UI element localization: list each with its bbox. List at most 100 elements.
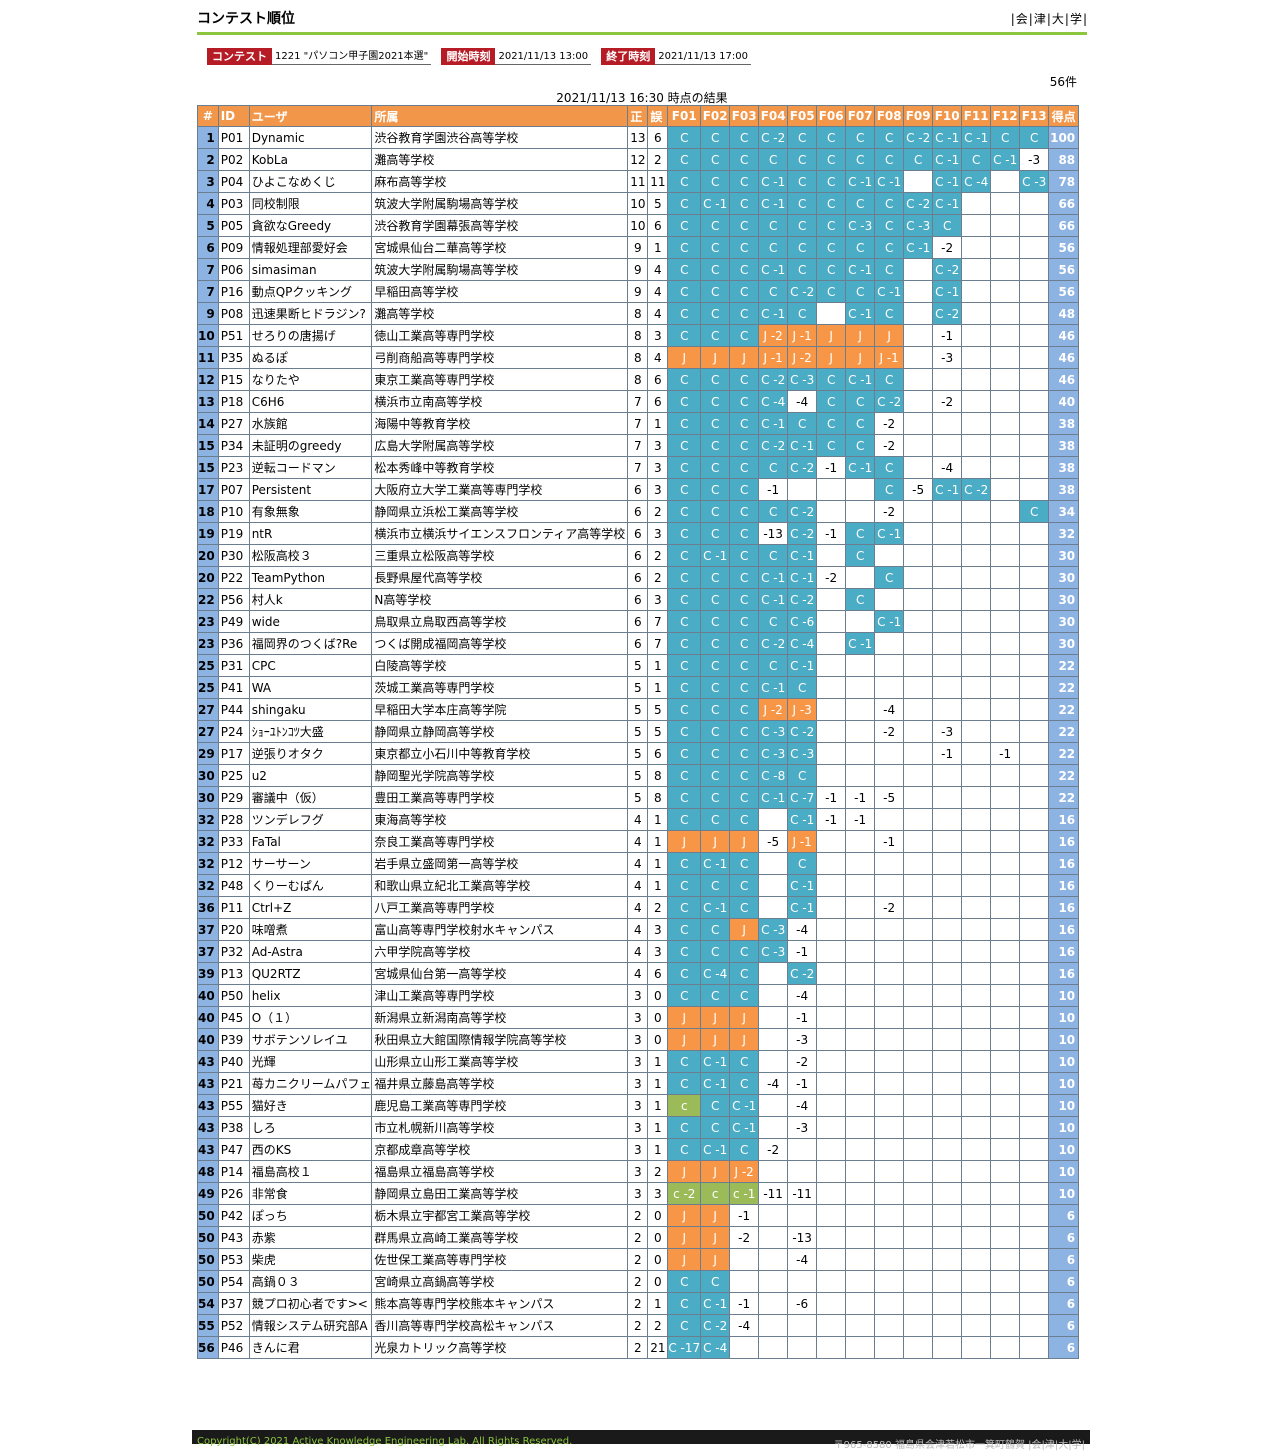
problem-f10-cell [932, 1226, 963, 1249]
problem-f08-cell: C [874, 214, 905, 237]
affiliation-cell: 三重県立松阪高等学校 [371, 544, 629, 567]
table-row: 9 P08 迅速果断ヒドラジン? 灘高等学校 8 4 C C C C -1 C C -1 C C -2 48 [197, 302, 1080, 325]
problem-f09-cell [903, 742, 934, 765]
problem-f09-cell: C -2 [903, 192, 934, 215]
affiliation-cell: 京都成章高等学校 [371, 1138, 629, 1161]
link-kai[interactable]: 会 [1015, 12, 1028, 26]
problem-f08-cell [874, 1094, 905, 1117]
correct-cell: 6 [627, 500, 649, 523]
link-tsu[interactable]: 津 [1033, 12, 1046, 26]
table-row: 6 P09 情報処理部愛好会 宮城県仙台二華高等学校 9 1 C C C C C C C C C -1 -2 5… [197, 236, 1080, 259]
problem-f11-cell [961, 1182, 992, 1205]
problem-f04-cell: J -2 [758, 324, 789, 347]
problem-f02-cell: C -4 [700, 1336, 731, 1359]
table-row: 32 P48 くりーむぱん 和歌山県立紀北工業高等学校 4 1 C C C C -1 16 [197, 874, 1080, 897]
id-cell: P35 [217, 346, 250, 369]
problem-f10-cell [932, 808, 963, 831]
problem-f12-cell [990, 676, 1021, 699]
points-cell: 56 [1048, 236, 1080, 259]
problem-f03-cell: C [729, 852, 760, 875]
wrong-cell: 3 [647, 918, 669, 941]
problem-f04-cell [758, 984, 789, 1007]
problem-f05-cell: C [787, 126, 818, 149]
problem-f13-cell [1019, 720, 1050, 743]
problem-f06-cell: C [816, 412, 847, 435]
affiliation-cell: 東京都立小石川中等教育学校 [371, 742, 629, 765]
problem-f08-cell [874, 1116, 905, 1139]
rank-cell: 5 [197, 214, 219, 237]
contest-info: コンテスト 1221 "パソコン甲子園2021本選" 開始時刻 2021/11/13… [207, 48, 758, 65]
id-cell: P27 [217, 412, 250, 435]
user-cell: Ad-Astra [248, 940, 373, 963]
problem-f13-cell [1019, 698, 1050, 721]
problem-f05-cell: C -3 [787, 742, 818, 765]
problem-f01-cell: C -17 [667, 1336, 702, 1359]
table-row: 14 P27 水族館 海陽中等教育学校 7 1 C C C C -1 C C C -2 38 [197, 412, 1080, 435]
wrong-cell: 0 [647, 1006, 669, 1029]
wrong-cell: 3 [647, 522, 669, 545]
correct-cell: 4 [627, 962, 649, 985]
link-gaku[interactable]: 学 [1069, 12, 1082, 26]
problem-f12-cell [990, 522, 1021, 545]
problem-f05-cell: -4 [787, 984, 818, 1007]
id-cell: P37 [217, 1292, 250, 1315]
id-cell: P51 [217, 324, 250, 347]
problem-f04-cell [758, 962, 789, 985]
problem-f06-cell: C [816, 126, 847, 149]
problem-f07-cell: C -1 [845, 302, 876, 325]
problem-f11-cell [961, 632, 992, 655]
affiliation-cell: 海陽中等教育学校 [371, 412, 629, 435]
problem-f06-cell: C [816, 148, 847, 171]
table-row: 7 P16 動点QPクッキング 早稲田高等学校 9 4 C C C C C -2 C C C -1 C -1… [197, 280, 1080, 303]
problem-f08-cell: C -2 [874, 390, 905, 413]
problem-f03-cell: C [729, 192, 760, 215]
problem-f01-cell: C [667, 1072, 702, 1095]
problem-f03-cell: C [729, 324, 760, 347]
problem-f09-cell [903, 1292, 934, 1315]
problem-f11-cell [961, 412, 992, 435]
header-f12: F12 [990, 105, 1021, 127]
id-cell: P28 [217, 808, 250, 831]
correct-cell: 4 [627, 808, 649, 831]
problem-f10-cell: -2 [932, 236, 963, 259]
problem-f10-cell [932, 984, 963, 1007]
problem-f07-cell [845, 1138, 876, 1161]
affiliation-cell: 白陵高等学校 [371, 654, 629, 677]
standings-table: # ID ユーザ 所属 正 誤 F01 F02 F03 F04 F05 F06 … [197, 105, 1080, 1359]
problem-f01-cell: C [667, 324, 702, 347]
wrong-cell: 3 [647, 478, 669, 501]
problem-f10-cell [932, 1138, 963, 1161]
problem-f08-cell: -2 [874, 720, 905, 743]
id-cell: P39 [217, 1028, 250, 1051]
problem-f05-cell [787, 1204, 818, 1227]
problem-f07-cell [845, 654, 876, 677]
problem-f09-cell [903, 1072, 934, 1095]
link-dai[interactable]: 大 [1051, 12, 1064, 26]
problem-f13-cell [1019, 1314, 1050, 1337]
problem-f03-cell: C [729, 368, 760, 391]
table-row: 1 P01 Dynamic 渋谷教育学園渋谷高等学校 13 6 C C C C -2 C C C C C -… [197, 126, 1080, 149]
problem-f12-cell [990, 1050, 1021, 1073]
affiliation-cell: 静岡県立島田工業高等学校 [371, 1182, 629, 1205]
wrong-cell: 2 [647, 148, 669, 171]
correct-cell: 2 [627, 1292, 649, 1315]
problem-f09-cell [903, 962, 934, 985]
problem-f09-cell [903, 456, 934, 479]
problem-f08-cell [874, 1028, 905, 1051]
problem-f08-cell: C [874, 478, 905, 501]
problem-f07-cell [845, 1028, 876, 1051]
problem-f11-cell [961, 368, 992, 391]
problem-f04-cell [758, 896, 789, 919]
problem-f01-cell: C [667, 786, 702, 809]
problem-f12-cell [990, 1314, 1021, 1337]
header-f01: F01 [667, 105, 702, 127]
user-cell: 松阪高校３ [248, 544, 373, 567]
wrong-cell: 6 [647, 214, 669, 237]
affiliation-cell: 福井県立藤島高等学校 [371, 1072, 629, 1095]
problem-f06-cell [816, 852, 847, 875]
problem-f13-cell [1019, 940, 1050, 963]
problem-f09-cell [903, 368, 934, 391]
wrong-cell: 0 [647, 1226, 669, 1249]
correct-cell: 4 [627, 940, 649, 963]
problem-f10-cell [932, 852, 963, 875]
